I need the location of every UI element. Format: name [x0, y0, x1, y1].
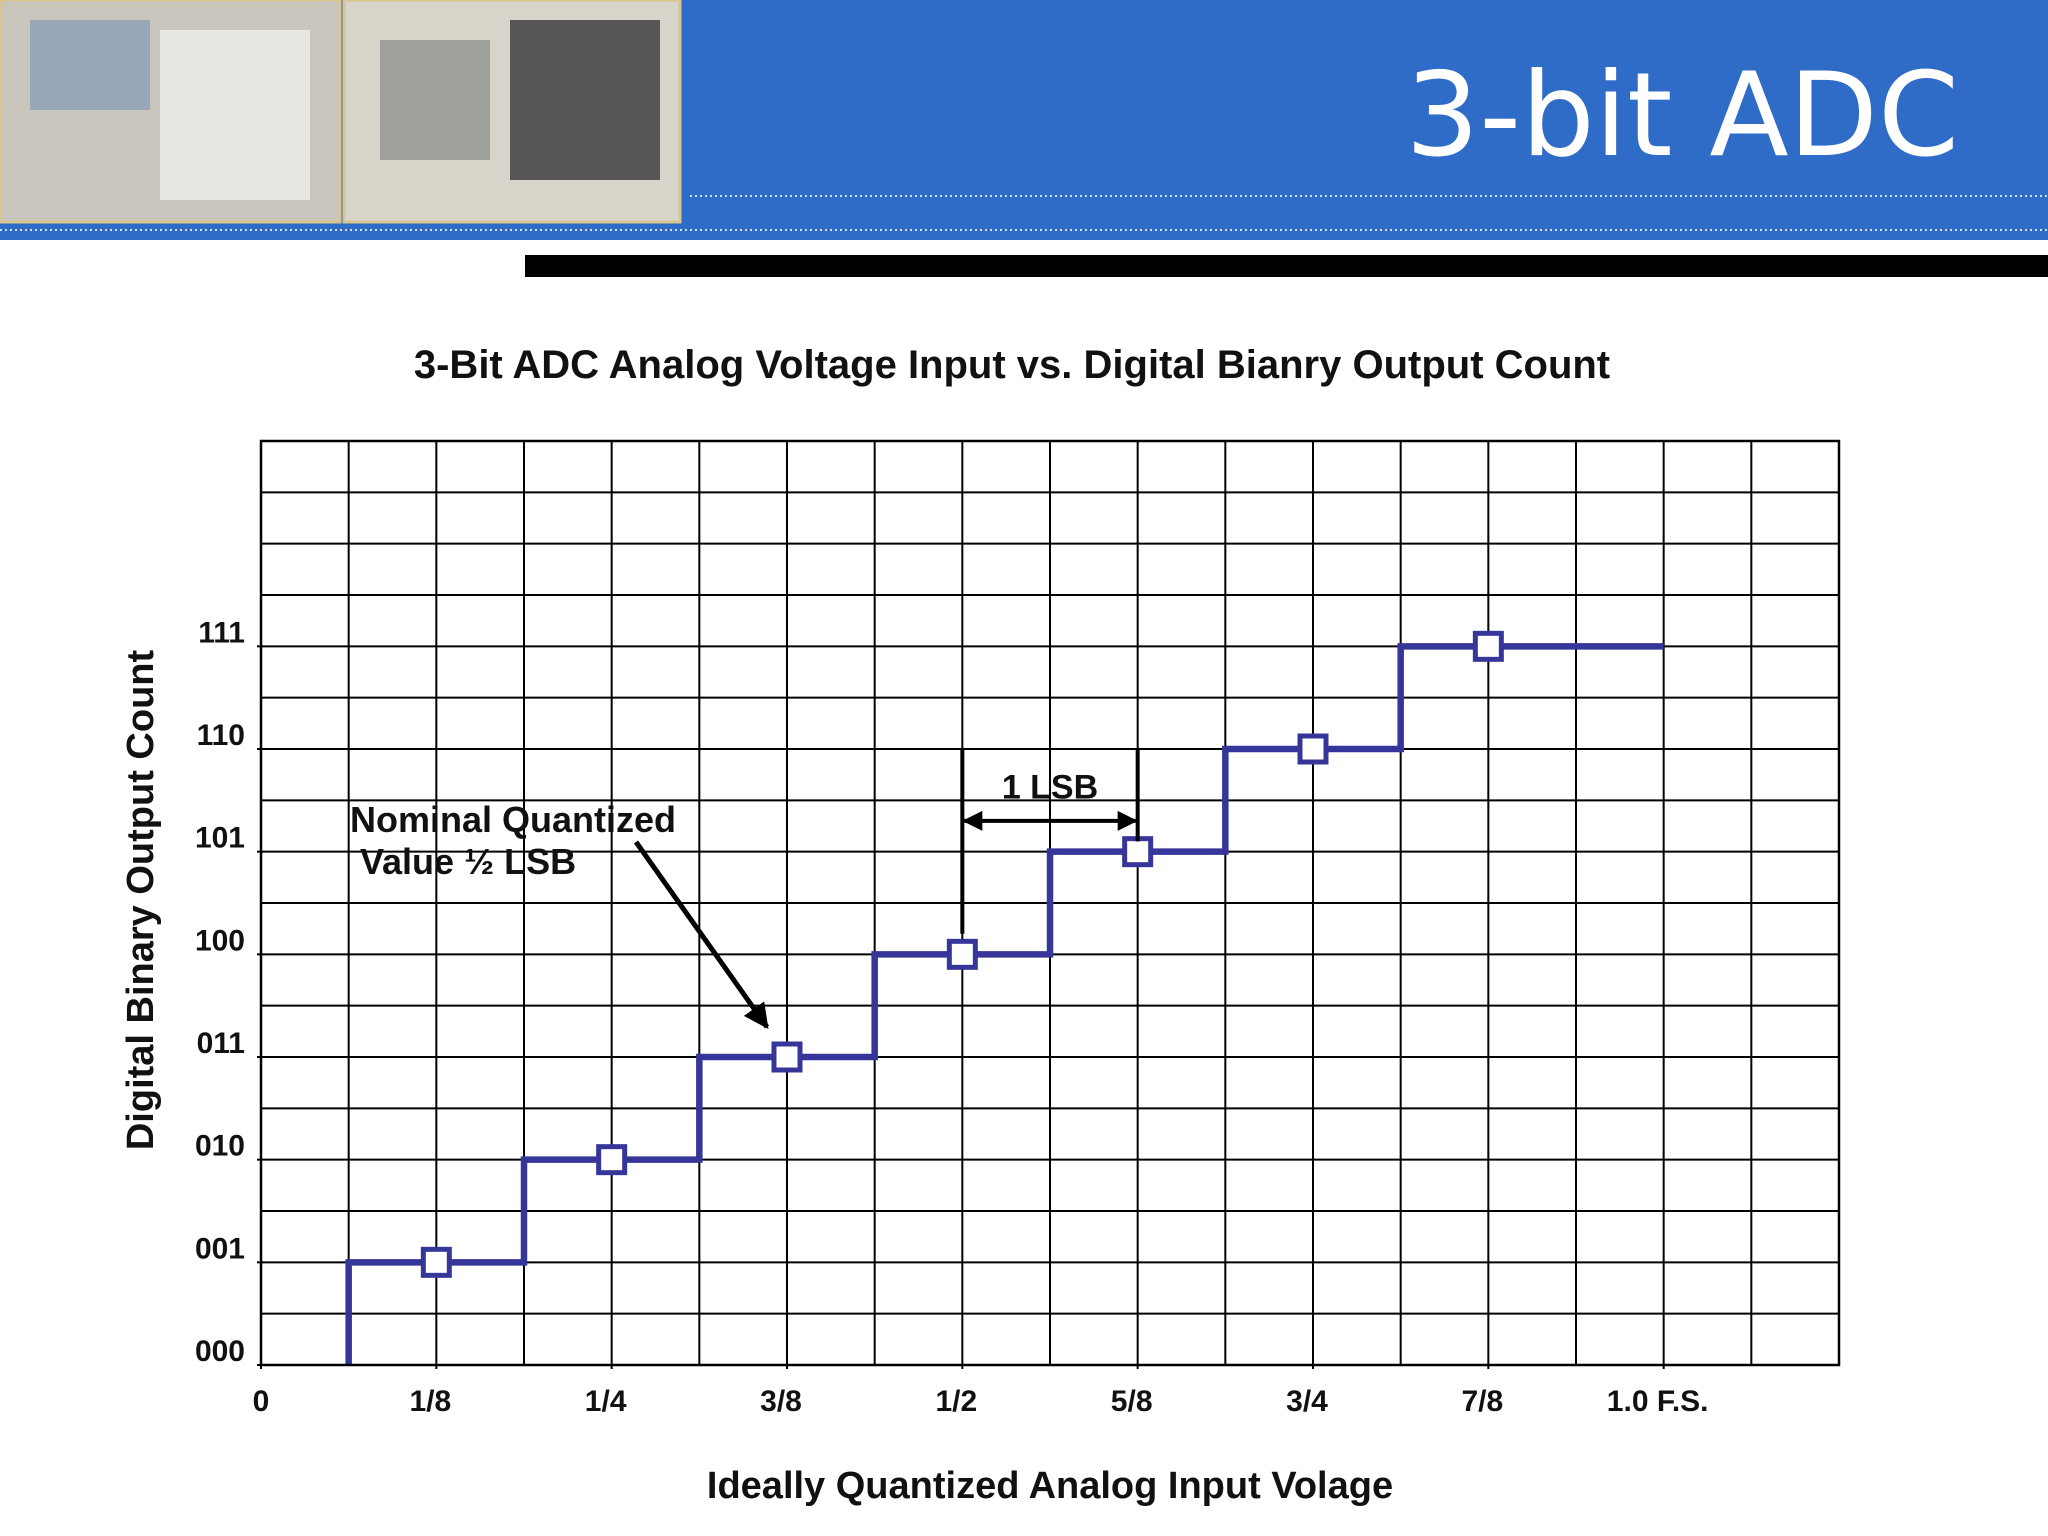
- x-tick-label: 1/8: [409, 1385, 451, 1418]
- y-tick-label: 000: [195, 1335, 245, 1368]
- annotation-arrow: [633, 840, 770, 1030]
- y-tick-label: 100: [195, 924, 245, 957]
- step-line: [345, 643, 1664, 1365]
- header-bar: [525, 255, 2048, 277]
- slide-title: 3-bit ADC: [1405, 48, 1959, 183]
- x-tick-label: 1/4: [585, 1385, 627, 1418]
- photo-detail: [510, 20, 660, 180]
- annotation: Value ½ LSB: [360, 841, 576, 882]
- x-tick-label: 1.0 F.S.: [1607, 1385, 1709, 1418]
- x-tick-label: 0: [253, 1385, 270, 1418]
- photo-detail: [160, 30, 310, 200]
- x-tick-label: 1/2: [935, 1385, 977, 1418]
- y-tick-label: 101: [195, 822, 245, 855]
- x-tick-label: 3/8: [760, 1385, 802, 1418]
- marker: [420, 1246, 452, 1278]
- marker: [1122, 836, 1154, 868]
- photo-detail: [380, 40, 490, 160]
- y-tick-label: 111: [198, 616, 245, 649]
- marker: [596, 1144, 628, 1176]
- photo-detail: [30, 20, 150, 110]
- y-axis-label: Digital Binary Output Count: [120, 650, 162, 1151]
- y-tick-label: 001: [195, 1232, 245, 1265]
- marker: [1472, 630, 1504, 662]
- marker: [946, 938, 978, 970]
- marker: [771, 1041, 803, 1073]
- annotation: Nominal Quantized: [350, 799, 676, 840]
- x-axis-label: Ideally Quantized Analog Input Volage: [707, 1465, 1393, 1507]
- annotation: 1 LSB: [1002, 768, 1098, 806]
- y-tick-label: 011: [197, 1027, 245, 1060]
- y-tick-label: 010: [195, 1130, 245, 1163]
- plot-border: [259, 439, 1841, 1367]
- x-tick-label: 5/8: [1111, 1385, 1153, 1418]
- chart-title: 3-Bit ADC Analog Voltage Input vs. Digit…: [414, 343, 1610, 387]
- x-tick-label: 7/8: [1461, 1385, 1503, 1418]
- y-tick-label: 110: [197, 719, 245, 752]
- marker: [1297, 733, 1329, 765]
- x-tick-label: 3/4: [1286, 1385, 1328, 1418]
